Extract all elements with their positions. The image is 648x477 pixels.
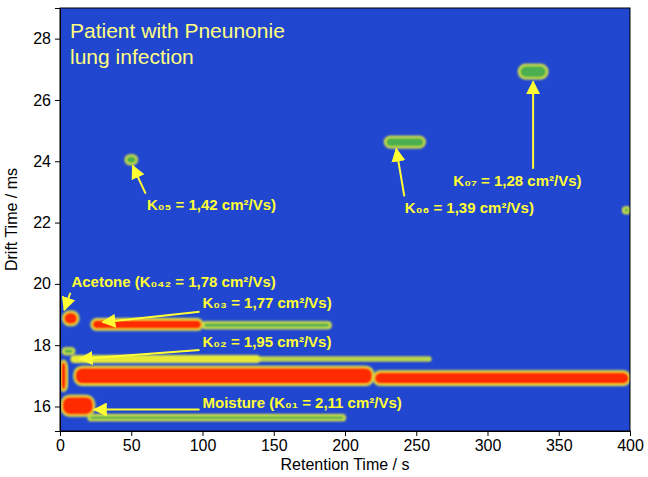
x-tick-mark (630, 431, 631, 436)
x-tick-label: 250 (403, 437, 430, 454)
x-tick: 50 (123, 431, 141, 454)
y-tick: 24 (33, 153, 60, 170)
x-tick-mark (274, 431, 275, 436)
spot (260, 357, 431, 360)
spot (623, 207, 630, 213)
x-tick: 400 (617, 431, 644, 454)
spot (60, 361, 67, 392)
x-tick-mark (131, 431, 132, 436)
x-tick-label: 150 (261, 437, 288, 454)
x-tick-label: 400 (617, 437, 644, 454)
plot-area (60, 8, 630, 431)
y-tick-label: 16 (33, 398, 51, 415)
plot-frame (60, 8, 630, 431)
chart-title: Patient with Pneunonie (70, 19, 285, 42)
x-tick-label: 100 (190, 437, 217, 454)
x-tick-label: 50 (123, 437, 141, 454)
y-tick-label: 18 (33, 337, 51, 354)
x-axis-title: Retention Time / s (281, 456, 410, 473)
x-tick-label: 300 (475, 437, 502, 454)
y-tick: 28 (33, 30, 60, 47)
annotation-arrow (396, 149, 404, 196)
annotations: K₀₅ = 1,42 cm²/Vs) K₀₆ = 1,39 cm²/Vs) K₀₇ … (64, 82, 581, 411)
x-tick: 0 (56, 431, 65, 454)
x-tick-mark (488, 431, 489, 436)
annotation: Moisture (K₀₁ = 2,11 cm²/Vs) (203, 394, 402, 411)
y-tick-mark (55, 284, 60, 285)
y-tick-mark (55, 39, 60, 40)
y-tick-label: 20 (33, 275, 51, 292)
x-tick-label: 0 (56, 437, 65, 454)
spot (63, 348, 74, 354)
y-tick-label: 28 (33, 30, 51, 47)
annotation-arrow (80, 350, 200, 359)
annotation: K₀₆ = 1,39 cm²/Vs) (405, 199, 534, 216)
x-tick: 200 (332, 431, 359, 454)
annotation-arrow (532, 82, 534, 169)
spot (61, 396, 94, 416)
y-tick-label: 26 (33, 92, 51, 109)
y-tick: 16 (33, 398, 60, 415)
y-tick-mark (55, 223, 60, 224)
y-tick-mark (55, 161, 60, 162)
y-axis: 16 18 20 22 24 26 28 (33, 9, 60, 432)
x-tick: 100 (190, 431, 217, 454)
spot (126, 155, 137, 164)
x-tick: 150 (261, 431, 288, 454)
chart-title: lung infection (70, 45, 194, 68)
spot (374, 371, 631, 385)
annotation: K₀₇ = 1,28 cm²/Vs) (453, 172, 581, 189)
x-tick-label: 350 (546, 437, 573, 454)
annotation-arrow (64, 293, 70, 310)
annotation: K₀₂ = 1,95 cm²/Vs) (203, 333, 332, 350)
x-tick-mark (416, 431, 417, 436)
y-tick-mark (55, 100, 60, 101)
y-tick-label: 22 (33, 214, 51, 231)
x-tick-mark (203, 431, 204, 436)
spot (385, 137, 425, 148)
annotation: K₀₅ = 1,42 cm²/Vs) (147, 196, 276, 213)
x-tick: 300 (475, 431, 502, 454)
x-tick: 250 (403, 431, 430, 454)
x-tick-mark (345, 431, 346, 436)
y-tick-mark (55, 406, 60, 407)
chart: 0 50 100 150 200 250 300 350 400 16 18 20 22 24 26 28 Re… (0, 0, 648, 477)
spot (63, 311, 79, 325)
x-axis: 0 50 100 150 200 250 300 350 400 (56, 431, 644, 454)
annotation: Acetone (K₀₄₂ = 1,78 cm²/Vs) (71, 273, 275, 290)
x-tick-mark (559, 431, 560, 436)
y-tick-label: 24 (33, 153, 51, 170)
y-tick-mark (55, 345, 60, 346)
y-tick: 20 (33, 275, 60, 292)
x-axis-line (61, 432, 631, 437)
annotation-arrow (103, 312, 200, 322)
annotation-arrow (94, 409, 199, 411)
x-tick-label: 200 (332, 437, 359, 454)
y-tick: 26 (33, 92, 60, 109)
spot (519, 65, 548, 79)
x-tick: 350 (546, 431, 573, 454)
annotation: K₀₃ = 1,77 cm²/Vs) (203, 294, 332, 311)
y-axis-title: Drift Time / ms (3, 168, 20, 271)
spot (74, 367, 373, 385)
spot (89, 415, 346, 420)
y-tick: 18 (33, 337, 60, 354)
annotation-arrow (133, 166, 146, 194)
plot-background (60, 8, 630, 431)
y-tick: 22 (33, 214, 60, 231)
spot (203, 322, 331, 328)
